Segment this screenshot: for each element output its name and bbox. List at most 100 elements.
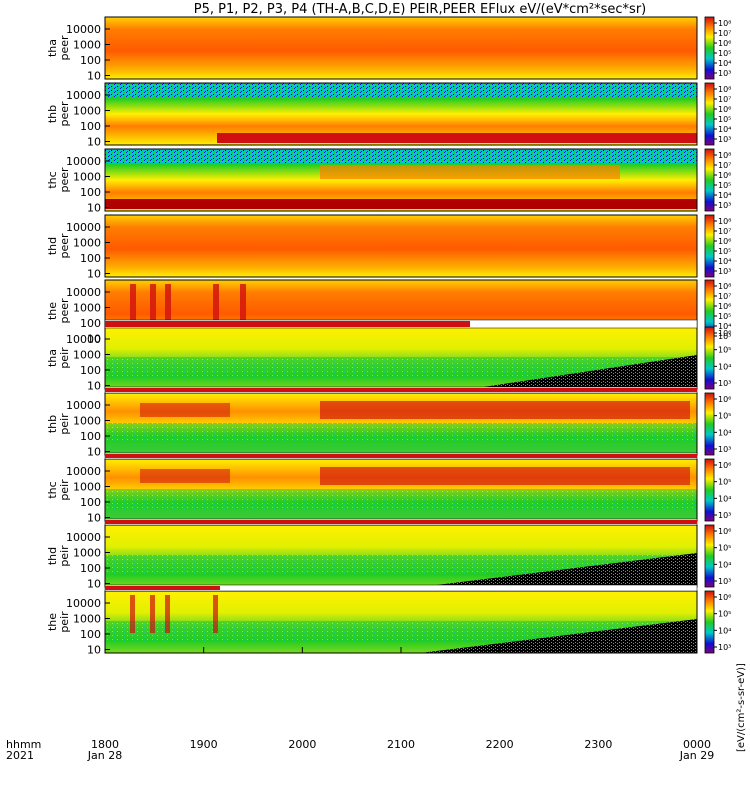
heatmap-streak (130, 284, 136, 334)
colorbar-tick-label: 10⁶ (718, 395, 731, 404)
y-tick-label: 10 (87, 70, 101, 83)
spectrogram-panel-tha-peir: 10000 1000 100 10 thapeir 10⁶ 10⁵ 10⁴ 10³ (46, 326, 731, 393)
y-tick-label: 1000 (73, 171, 101, 184)
figure-title: P5, P1, P2, P3, P4 (TH-A,B,C,D,E) PEIR,P… (194, 2, 647, 17)
heatmap-no-data-region (420, 553, 697, 587)
panel-label-quantity: peer (58, 101, 71, 127)
colorbar (704, 326, 715, 390)
y-tick-label: 10 (87, 512, 101, 525)
panel-label-probe: the (46, 613, 59, 631)
colorbar-tick-label: 10⁷ (718, 227, 731, 236)
colorbar-tick-label: 10⁷ (718, 292, 731, 301)
heatmap-red-band (217, 133, 697, 143)
heatmap-noise-band (105, 555, 697, 575)
colorbar (704, 82, 715, 146)
x-tick-label: 1800 (91, 738, 119, 751)
panel-label: thapeer (46, 35, 71, 61)
panel-label-quantity: peer (58, 233, 71, 259)
x-tick-label: 2100 (387, 738, 415, 751)
panel-label: thepeir (46, 611, 71, 633)
heatmap-low-flux-band (105, 83, 697, 97)
panel-frame (104, 214, 698, 278)
colorbar-tick-label: 10⁵ (718, 544, 731, 553)
y-tick-label: 1000 (73, 39, 101, 52)
y-tick-label: 100 (80, 120, 101, 133)
panel-label-probe: thd (46, 237, 59, 255)
y-tick-label: 10000 (66, 286, 101, 299)
panel-label-quantity: peer (58, 35, 71, 61)
y-tick-label: 10000 (66, 597, 101, 610)
x-tick-label: 0000 (683, 738, 711, 751)
heatmap-streak (213, 284, 219, 334)
colorbar-tick-label: 10³ (718, 201, 731, 210)
x-tick-label: 1900 (190, 738, 218, 751)
y-tick-label: 10000 (66, 399, 101, 412)
x-axis-start-date: Jan 28 (87, 749, 122, 762)
colorbar-tick-label: 10⁵ (718, 346, 731, 355)
colorbar-tick-label: 10⁸ (718, 19, 731, 28)
colorbar-tick-label: 10⁵ (718, 412, 731, 421)
heatmap-streak (165, 595, 170, 633)
panel-label: thbpeer (46, 101, 71, 127)
colorbar-tick-label: 10⁴ (718, 494, 731, 503)
panel-label-probe: tha (46, 39, 59, 57)
colorbar-tick-label: 10⁴ (718, 560, 731, 569)
y-tick-label: 100 (80, 496, 101, 509)
heatmap-streak (150, 284, 156, 334)
colorbar (704, 590, 715, 654)
colorbar-tick-label: 10⁷ (718, 95, 731, 104)
panel-frame (104, 16, 698, 80)
panel-label: thapeir (46, 347, 71, 369)
heatmap-streak (240, 284, 246, 334)
heatmap-red-region (320, 401, 690, 419)
heatmap-red-region (140, 403, 230, 417)
flag-strip-red (105, 454, 697, 458)
colorbar-tick-label: 10⁵ (718, 610, 731, 619)
y-tick-label: 1000 (73, 547, 101, 560)
heatmap-red-region (320, 467, 690, 485)
y-tick-label: 100 (80, 252, 101, 265)
colorbar-tick-label: 10⁴ (718, 362, 731, 371)
colorbar-tick-label: 10⁵ (718, 478, 731, 487)
colorbar-tick-label: 10⁵ (718, 115, 731, 124)
panel-label-quantity: peir (58, 347, 71, 369)
heatmap-no-data-region (420, 619, 697, 653)
y-tick-label: 10000 (66, 23, 101, 36)
panel-label: thdpeir (46, 545, 71, 567)
colorbar-tick-label: 10³ (718, 332, 731, 341)
x-tick-label: 2200 (486, 738, 514, 751)
panel-label: thbpeir (46, 413, 71, 435)
colorbar-tick-label: 10⁶ (718, 329, 731, 338)
colorbar-tick-label: 10⁸ (718, 217, 731, 226)
colorbar-tick-label: 10⁶ (718, 39, 731, 48)
colorbar-tick-label: 10³ (718, 577, 731, 586)
panel-label-probe: thb (46, 415, 59, 433)
y-tick-label: 10 (87, 380, 101, 393)
panel-label: thdpeer (46, 233, 71, 259)
colorbar (704, 524, 715, 588)
y-tick-label: 1000 (73, 349, 101, 362)
spectrogram-panel-thb-peir: 10000 1000 100 10 thbpeir 10⁶ 10⁵ 10⁴ 10³ (46, 392, 731, 459)
panel-label-probe: thc (46, 171, 59, 188)
x-axis-left-year: 2021 (6, 749, 34, 762)
y-tick-label: 100 (80, 430, 101, 443)
heatmap-noise-band (105, 357, 697, 377)
y-tick-label: 1000 (73, 415, 101, 428)
heatmap-red-band (105, 199, 697, 209)
colorbar (704, 214, 715, 278)
heatmap-no-data-region (470, 355, 697, 389)
heatmap-noise-band (105, 489, 697, 509)
x-axis-end-date: Jan 29 (679, 749, 714, 762)
colorbar-tick-label: 10⁴ (718, 125, 731, 134)
panel-label-quantity: peir (58, 545, 71, 567)
flag-strip-red (105, 520, 697, 524)
y-tick-label: 10 (87, 202, 101, 215)
colorbar-tick-label: 10⁵ (718, 181, 731, 190)
colorbar-tick-label: 10⁶ (718, 527, 731, 536)
y-tick-label: 100 (80, 562, 101, 575)
colorbar-tick-label: 10⁵ (718, 312, 731, 321)
y-tick-label: 1000 (73, 105, 101, 118)
